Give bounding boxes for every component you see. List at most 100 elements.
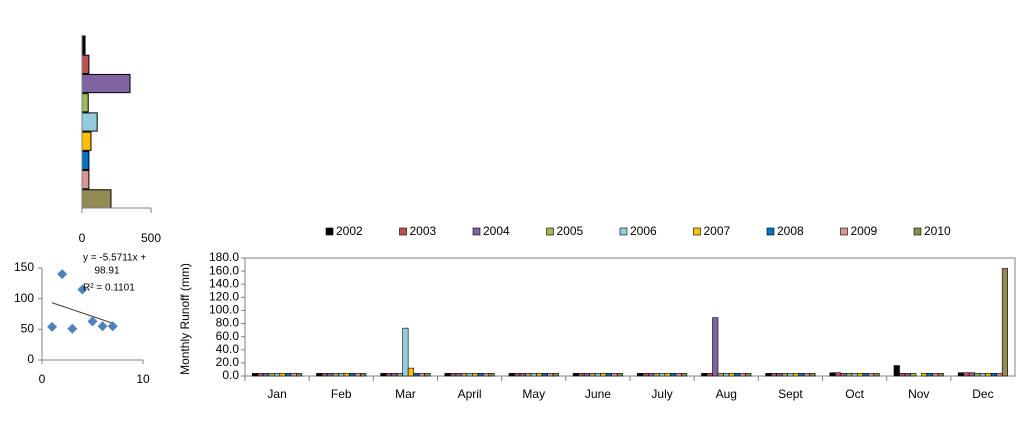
bar <box>380 373 387 377</box>
bar <box>717 373 724 377</box>
bar <box>985 373 992 377</box>
legend-swatch <box>399 227 407 236</box>
x-tick-label: Jan <box>267 387 286 401</box>
annotation: R² = 0.1101 <box>83 283 135 294</box>
bar <box>963 372 970 377</box>
bar <box>572 373 579 377</box>
bar <box>835 372 842 377</box>
y-tick-label: 140.0 <box>209 276 239 290</box>
bar <box>285 373 292 377</box>
x-tick-label: Oct <box>845 387 864 401</box>
bar <box>525 373 532 377</box>
bar <box>252 373 259 377</box>
legend-label: 2004 <box>483 224 510 238</box>
annotation: y = -5.5711x + <box>83 253 146 264</box>
bar <box>81 93 89 113</box>
bar <box>809 373 816 377</box>
bar <box>990 373 997 377</box>
point <box>67 323 78 334</box>
bar <box>514 373 521 377</box>
plot-area <box>244 257 1016 377</box>
bar <box>385 373 392 377</box>
y-tick-label: 40.0 <box>216 342 240 356</box>
bar <box>483 373 490 377</box>
bar <box>257 373 264 377</box>
bar <box>712 317 719 377</box>
y-tick-label: 50 <box>21 322 35 336</box>
bar <box>274 373 281 377</box>
bar <box>268 373 275 377</box>
bar <box>407 367 414 377</box>
bar <box>81 131 92 151</box>
bar <box>664 373 671 377</box>
bar <box>477 373 484 377</box>
bar <box>349 373 356 377</box>
bar <box>600 373 607 377</box>
bar <box>840 373 847 377</box>
y-tick-label: 100 <box>14 291 34 305</box>
bar <box>578 373 585 377</box>
bar <box>765 373 772 377</box>
annotation: 98.91 <box>94 266 119 277</box>
bar <box>932 373 939 377</box>
bar <box>290 373 297 377</box>
x-tick-label: 500 <box>141 231 161 245</box>
point <box>77 284 88 295</box>
bar <box>594 373 601 377</box>
bar <box>552 373 559 377</box>
bar <box>396 373 403 377</box>
bar <box>1001 268 1008 377</box>
bar <box>899 373 906 377</box>
x-tick-label: 0 <box>39 372 46 386</box>
y-tick-label: 100.0 <box>209 303 239 317</box>
bar <box>279 373 286 377</box>
legend-swatch <box>619 227 628 236</box>
bar <box>739 373 746 377</box>
legend-swatch <box>913 227 922 236</box>
bar <box>327 373 334 377</box>
legend-label: 2002 <box>336 224 363 238</box>
bar <box>670 373 677 377</box>
x-tick-label: Sept <box>778 387 803 401</box>
bar <box>316 373 323 377</box>
x-tick-label: Mar <box>395 387 416 401</box>
bar <box>530 373 537 377</box>
bar <box>803 373 810 377</box>
legend-swatch <box>325 227 334 236</box>
y-tick-label: 120.0 <box>209 290 239 304</box>
legend-label: 2007 <box>704 224 731 238</box>
bar <box>413 373 420 377</box>
bar <box>461 373 468 377</box>
y-tick-label: 0 <box>27 352 34 366</box>
x-tick-label: Dec <box>972 387 993 401</box>
x-tick-label: April <box>458 387 482 401</box>
bar <box>536 373 543 377</box>
y-tick-label: 180.0 <box>209 250 239 264</box>
bar <box>547 373 554 377</box>
bar <box>787 373 794 377</box>
y-tick-label: 60.0 <box>216 329 240 343</box>
legend-label: 2003 <box>410 224 437 238</box>
legend-swatch <box>766 227 775 236</box>
point <box>57 269 68 280</box>
point <box>97 321 108 332</box>
bar <box>701 373 708 377</box>
bar <box>910 373 917 377</box>
bar <box>653 373 660 377</box>
bar <box>968 372 975 377</box>
bar <box>488 373 495 377</box>
bar <box>616 373 623 377</box>
bar <box>937 373 944 377</box>
bar <box>868 373 875 377</box>
bar <box>728 373 735 377</box>
bar <box>81 150 90 171</box>
bar <box>974 373 981 377</box>
bar <box>776 373 783 377</box>
bar <box>611 373 618 377</box>
x-tick-label: 10 <box>136 372 150 386</box>
bar <box>418 373 425 377</box>
legend-swatch <box>693 227 701 236</box>
bar <box>81 73 131 94</box>
trendline <box>51 302 113 324</box>
bar <box>862 373 869 377</box>
